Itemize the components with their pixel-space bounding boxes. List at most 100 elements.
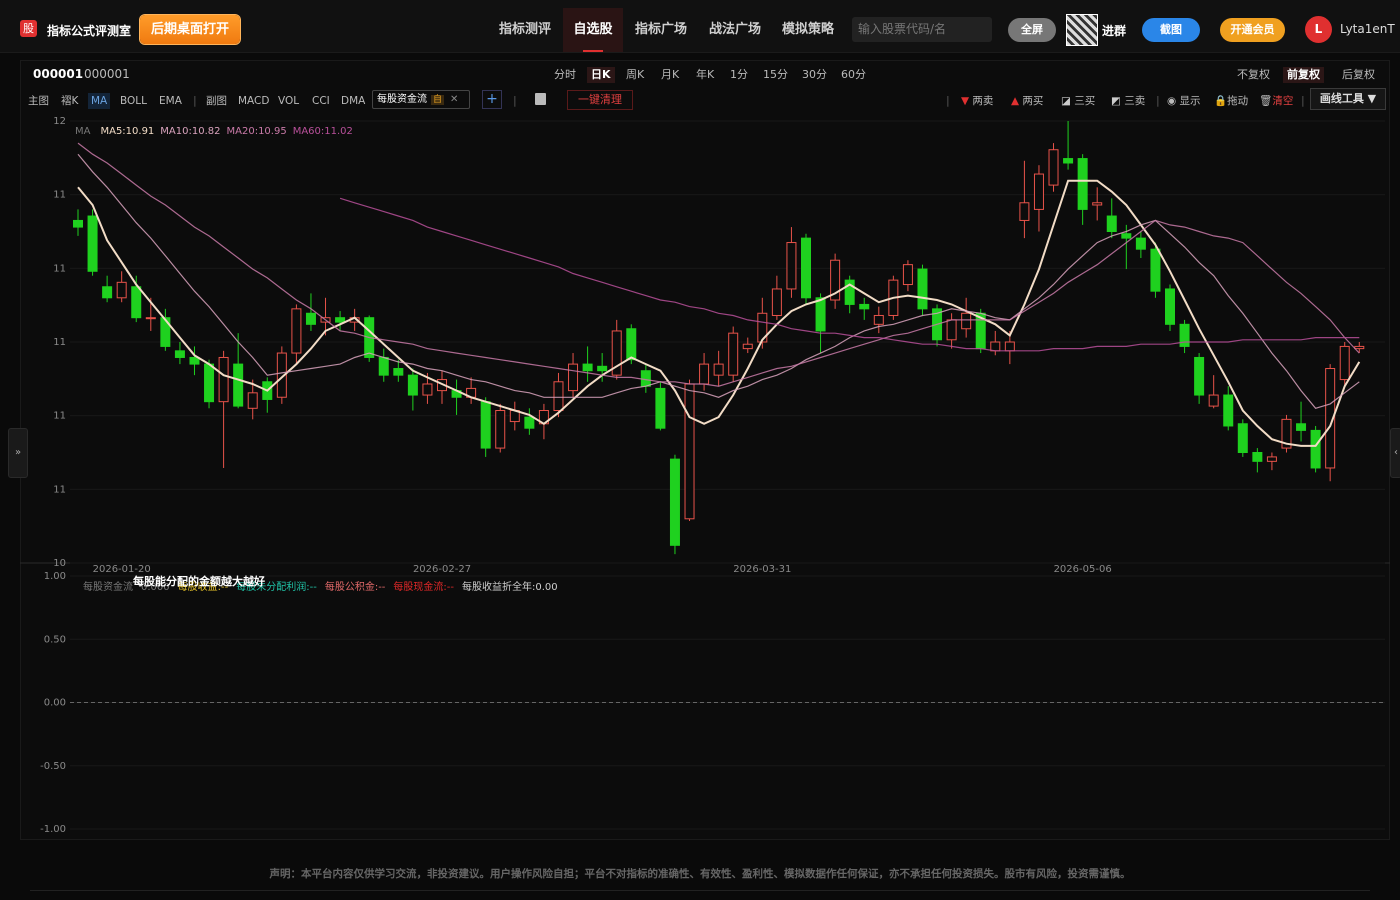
period[interactable]: 年K bbox=[696, 68, 715, 81]
user-name[interactable]: Lyta1enT bbox=[1340, 22, 1395, 36]
candle-body bbox=[1150, 248, 1161, 292]
right-collapse[interactable]: ‹ bbox=[1390, 428, 1400, 478]
drag-toggle[interactable]: 拖动 bbox=[1227, 95, 1249, 107]
candle-body bbox=[713, 363, 724, 376]
candle-body bbox=[1281, 418, 1292, 449]
screenshot-button[interactable]: 截图 bbox=[1142, 18, 1200, 42]
period[interactable]: 60分 bbox=[841, 68, 866, 81]
nav-item[interactable]: 模拟策略 bbox=[781, 22, 834, 37]
left-collapse[interactable]: » bbox=[8, 428, 28, 478]
toolbar-item[interactable]: 褶K bbox=[61, 95, 79, 107]
candle-body bbox=[1004, 341, 1015, 352]
candle-body bbox=[422, 383, 433, 396]
candle-body bbox=[786, 242, 797, 290]
candle-body bbox=[1092, 202, 1103, 206]
candle-body bbox=[684, 383, 695, 520]
search-box[interactable]: 输入股票代码/名 bbox=[852, 17, 992, 42]
ma-line bbox=[77, 179, 1361, 447]
lock-icon: 🔒 bbox=[1214, 95, 1228, 107]
signal-item[interactable]: 两买 bbox=[1022, 95, 1044, 107]
candle-body bbox=[393, 368, 404, 376]
candle-body bbox=[1237, 423, 1248, 453]
toolbar-item[interactable]: VOL bbox=[278, 95, 300, 107]
nav-item[interactable]: 自选股 bbox=[563, 8, 623, 52]
adjust-option[interactable]: 后复权 bbox=[1342, 68, 1375, 81]
add-button[interactable]: + bbox=[482, 90, 502, 109]
fullscreen-button[interactable]: 全屏 bbox=[1008, 18, 1056, 42]
indicator-tag[interactable]: 每股资金流自 ✕ bbox=[372, 90, 470, 109]
signal-item[interactable]: 三卖 bbox=[1124, 95, 1146, 107]
period[interactable]: 1分 bbox=[730, 68, 748, 81]
candle-body bbox=[335, 317, 346, 323]
toolbar-item[interactable]: MA bbox=[88, 93, 111, 109]
candle-body bbox=[1033, 173, 1044, 210]
x-tick-label: 2026-01-20 bbox=[93, 564, 151, 575]
avatar[interactable]: L bbox=[1305, 16, 1332, 43]
annotation: 每股能分配的金额越大越好 bbox=[133, 574, 265, 588]
period[interactable]: 月K bbox=[661, 68, 680, 81]
indicator-name: 每股资金流 bbox=[377, 94, 427, 105]
candle-body bbox=[131, 286, 142, 319]
candle-body bbox=[102, 286, 113, 299]
nav-item[interactable]: 指标测评 bbox=[498, 22, 551, 37]
adjust-option[interactable]: 不复权 bbox=[1237, 68, 1270, 81]
toolbar-item[interactable]: BOLL bbox=[120, 95, 147, 107]
clear-all-button[interactable]: 一键清理 bbox=[567, 90, 633, 110]
candle-body bbox=[640, 370, 651, 387]
trash-icon: 🗑 bbox=[1259, 95, 1273, 107]
nav-item[interactable]: 战法广场 bbox=[708, 22, 761, 37]
legend-entry: 每股收益:-- bbox=[178, 580, 229, 593]
candle-body bbox=[1223, 394, 1234, 427]
candle-body bbox=[1121, 233, 1132, 239]
toolbar-item[interactable]: 主图 bbox=[28, 95, 49, 107]
signal-item[interactable]: 三买 bbox=[1074, 95, 1096, 107]
candle-body bbox=[160, 317, 171, 347]
vip-button[interactable]: 开通会员 bbox=[1220, 18, 1285, 42]
toolbar-item[interactable]: DMA bbox=[341, 95, 366, 107]
show-toggle[interactable]: 显示 bbox=[1179, 95, 1201, 107]
candle-body bbox=[844, 279, 855, 305]
period[interactable]: 分时 bbox=[554, 68, 576, 81]
header: 股 指标公式评测室 后期桌面打开 指标测评 自选股 指标广场 战法广场 模拟策略… bbox=[0, 0, 1400, 53]
disclaimer: 声明：本平台内容仅供学习交流，非投资建议。用户操作风险自担；平台不对指标的准确性… bbox=[269, 868, 1131, 880]
logo[interactable]: 股 bbox=[20, 20, 37, 37]
toolbar-item[interactable]: CCI bbox=[312, 95, 330, 107]
candle-body bbox=[699, 363, 710, 385]
candle-body bbox=[830, 259, 841, 301]
candle-body bbox=[859, 303, 870, 310]
toolbar-item[interactable]: MACD bbox=[238, 95, 270, 107]
signal-item[interactable]: 两卖 bbox=[972, 95, 994, 107]
period[interactable]: 15分 bbox=[763, 68, 788, 81]
toolbar-item[interactable]: EMA bbox=[159, 95, 182, 107]
candle-body bbox=[568, 363, 579, 392]
stock-name: 000001 bbox=[84, 67, 130, 81]
group-link[interactable]: 进群 bbox=[1102, 24, 1127, 38]
toolbar-item[interactable]: 副图 bbox=[206, 95, 227, 107]
legend-entry: 每股现金流:-- bbox=[393, 580, 454, 593]
candle-body bbox=[728, 332, 739, 376]
candle-body bbox=[669, 458, 680, 546]
candle-body bbox=[407, 374, 418, 396]
draw-tools-button[interactable]: 画线工具 ▼ bbox=[1310, 88, 1386, 110]
y-tick-label: 11 bbox=[53, 263, 66, 274]
clear-button[interactable]: 清空 bbox=[1272, 95, 1294, 107]
separator: | bbox=[1301, 94, 1305, 107]
y-tick-label: 12 bbox=[53, 116, 66, 127]
legend-entry: MA5:10.91 bbox=[100, 126, 154, 137]
period[interactable]: 30分 bbox=[802, 68, 827, 81]
nav-item[interactable]: 指标广场 bbox=[634, 22, 687, 37]
period[interactable]: 周K bbox=[626, 68, 645, 81]
x-tick-label: 2026-05-06 bbox=[1054, 564, 1112, 575]
candle-body bbox=[873, 314, 884, 325]
save-icon[interactable] bbox=[535, 93, 546, 105]
candle-body bbox=[597, 365, 608, 372]
close-icon[interactable]: ✕ bbox=[450, 94, 459, 105]
period[interactable]: 日K bbox=[587, 67, 615, 83]
ma-line bbox=[77, 153, 1360, 409]
candle-body bbox=[204, 363, 215, 403]
candle-body bbox=[990, 341, 1001, 352]
candle-body bbox=[305, 312, 316, 325]
desktop-button[interactable]: 后期桌面打开 bbox=[140, 15, 240, 44]
adjust-option[interactable]: 前复权 bbox=[1283, 67, 1324, 83]
